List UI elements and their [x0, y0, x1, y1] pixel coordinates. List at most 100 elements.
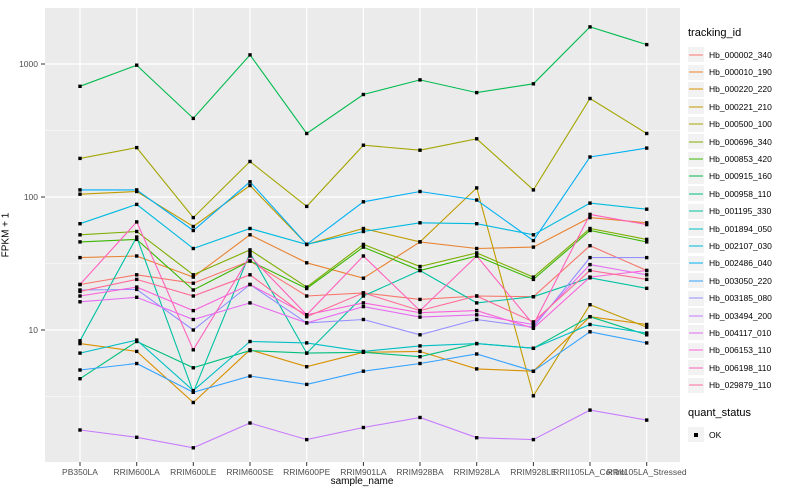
data-point — [78, 289, 82, 294]
data-point — [191, 348, 195, 352]
legend-entry-ok: OK — [688, 426, 798, 443]
x-tick-label: RRIM928LE — [510, 467, 557, 477]
legend-entry-label: Hb_000853_420 — [709, 154, 772, 165]
data-point — [418, 240, 422, 244]
legend-key-swatch — [688, 308, 704, 324]
legend-entry-label: Hb_000002_340 — [709, 49, 772, 60]
y-tick-label: 10 — [29, 325, 39, 335]
data-point — [78, 156, 82, 161]
legend-key-swatch — [688, 134, 704, 150]
data-point — [305, 242, 309, 247]
data-point — [475, 436, 479, 440]
data-point — [361, 294, 366, 298]
legend-key-swatch — [688, 99, 704, 115]
legend-key-swatch — [688, 238, 704, 254]
legend-entry: Hb_003185_080 — [688, 289, 798, 306]
legend-key-swatch — [688, 221, 704, 237]
data-point — [531, 322, 536, 327]
data-point — [645, 331, 649, 335]
legend-key-swatch — [688, 290, 704, 306]
data-point — [475, 198, 479, 202]
data-point — [418, 311, 422, 315]
data-point — [588, 330, 592, 334]
data-point — [191, 328, 195, 332]
data-point — [531, 295, 536, 299]
series-color-line — [689, 297, 703, 299]
x-tick-label: RRIM600PE — [283, 467, 331, 477]
data-point — [248, 421, 252, 425]
legend-key-swatch — [688, 360, 704, 376]
legend-entry: Hb_004117_010 — [688, 324, 798, 341]
legend-entry: Hb_006153_110 — [688, 342, 798, 359]
data-point — [645, 221, 649, 225]
data-point — [135, 361, 139, 366]
data-point — [191, 281, 195, 285]
data-point — [248, 233, 252, 237]
legend-entry-label: Hb_004117_010 — [709, 327, 772, 338]
data-point — [588, 255, 592, 260]
data-point — [191, 317, 195, 322]
series-color-line — [689, 315, 703, 317]
data-point — [305, 351, 309, 355]
data-point — [588, 303, 592, 307]
data-point — [531, 326, 536, 330]
plot-panel — [45, 8, 680, 462]
legend-entry-label: OK — [709, 429, 722, 440]
series-color-line — [689, 193, 703, 195]
data-point — [588, 408, 592, 412]
data-point — [531, 369, 536, 373]
data-point — [248, 248, 252, 252]
data-point — [475, 308, 479, 313]
data-point — [531, 394, 536, 398]
x-tick-label: RRII105LA_Stressed — [607, 467, 687, 477]
data-point — [305, 294, 309, 298]
data-point — [78, 428, 82, 432]
legend-entry-label: Hb_000220_220 — [709, 84, 772, 95]
data-point — [475, 246, 479, 251]
legend-key-swatch — [688, 186, 704, 202]
y-tick-label: 1000 — [19, 59, 38, 69]
legend-entry: Hb_029879_110 — [688, 376, 798, 393]
data-point — [248, 348, 252, 353]
data-point — [475, 294, 479, 298]
data-point — [645, 325, 649, 329]
x-tick-label: RRIM600SE — [226, 467, 274, 477]
data-point — [531, 82, 536, 86]
data-point — [588, 244, 592, 248]
data-point — [191, 228, 195, 233]
x-tick-label: RRII105LA_Control — [553, 467, 627, 477]
legend-entry-label: Hb_000696_340 — [709, 136, 772, 147]
data-point — [361, 349, 366, 354]
data-point — [588, 25, 592, 29]
data-point — [475, 317, 479, 322]
legend-key-swatch — [688, 325, 704, 341]
data-point — [418, 264, 422, 269]
data-point — [78, 368, 82, 372]
legend-entry-label: Hb_000221_210 — [709, 101, 772, 112]
data-point — [191, 246, 195, 251]
data-point — [248, 226, 252, 231]
data-point — [305, 382, 309, 387]
legend-entry-label: Hb_000958_110 — [709, 188, 772, 199]
x-axis-title: sample_name — [330, 476, 394, 487]
data-point — [645, 240, 649, 244]
data-point — [305, 315, 309, 319]
data-point — [418, 415, 422, 420]
data-point — [418, 315, 422, 319]
data-point — [588, 228, 592, 233]
series-color-line — [689, 158, 703, 160]
legend-key-swatch — [688, 255, 704, 271]
data-point — [531, 245, 536, 249]
data-point — [361, 276, 366, 280]
data-point — [248, 159, 252, 164]
data-point — [361, 245, 366, 249]
data-point — [588, 201, 592, 205]
data-point — [531, 188, 536, 192]
data-point — [645, 255, 649, 260]
data-point — [248, 53, 252, 57]
series-color-line — [689, 262, 703, 264]
data-point — [361, 242, 366, 247]
data-point — [191, 215, 195, 220]
legend-entry: Hb_000853_420 — [688, 150, 798, 167]
legend-entry-label: Hb_003494_200 — [709, 310, 772, 321]
